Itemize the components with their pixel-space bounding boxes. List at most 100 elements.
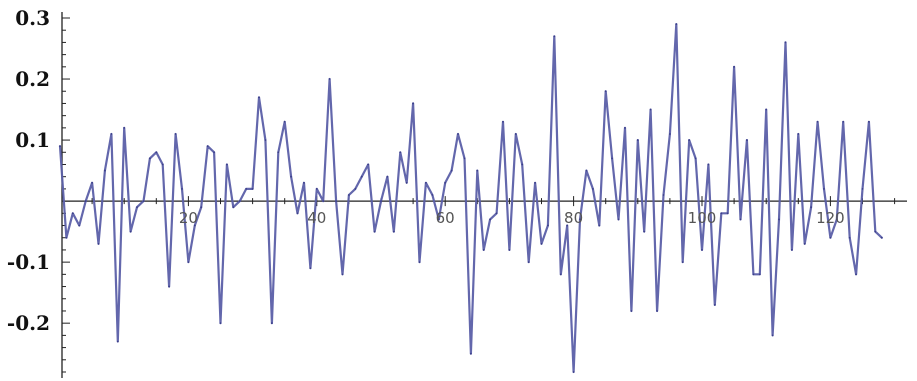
- data-point: [681, 261, 684, 264]
- data-point: [437, 218, 440, 221]
- data-point: [675, 23, 678, 26]
- data-point: [123, 126, 126, 129]
- x-tick-label: 80: [564, 209, 583, 227]
- data-point: [508, 249, 511, 251]
- data-point: [469, 352, 472, 355]
- data-point: [527, 261, 530, 264]
- data-point: [585, 169, 588, 172]
- y-tick-label: 0.1: [15, 128, 50, 152]
- data-point: [579, 218, 581, 221]
- data-point: [187, 261, 190, 264]
- data-point: [168, 285, 171, 288]
- data-point: [270, 322, 273, 325]
- data-point: [277, 151, 280, 154]
- data-point: [495, 212, 498, 215]
- data-point: [598, 224, 601, 227]
- data-point: [778, 218, 780, 221]
- x-tick-label: 40: [307, 209, 326, 227]
- data-point: [129, 230, 132, 233]
- data-point: [200, 206, 203, 209]
- data-point: [283, 120, 286, 123]
- data-point: [392, 230, 395, 233]
- data-point: [534, 181, 536, 184]
- data-point: [148, 157, 151, 160]
- data-point: [591, 187, 594, 190]
- data-point: [790, 249, 793, 251]
- data-point: [142, 200, 145, 203]
- ticks-layer: 0.3 0.2 0.1 -0.1 -0.2 20 40 60 80 100 120: [7, 6, 845, 335]
- data-point: [78, 224, 81, 227]
- data-point: [174, 133, 177, 135]
- data-point: [405, 181, 408, 184]
- data-point: [617, 218, 620, 221]
- data-point: [624, 126, 626, 129]
- data-point: [161, 163, 164, 166]
- data-point: [797, 133, 800, 135]
- data-point: [84, 200, 87, 203]
- data-point: [399, 151, 402, 154]
- data-point: [444, 181, 447, 184]
- data-point: [97, 242, 100, 245]
- data-point: [842, 120, 845, 123]
- data-point: [91, 181, 93, 184]
- data-point: [636, 139, 639, 141]
- data-point: [521, 163, 524, 166]
- data-point: [726, 212, 729, 215]
- data-point: [360, 175, 363, 178]
- data-point: [386, 175, 389, 178]
- data-point: [662, 194, 665, 196]
- data-point: [771, 334, 774, 337]
- data-point: [758, 273, 761, 276]
- data-point: [264, 139, 267, 141]
- data-point: [206, 145, 209, 148]
- data-point: [348, 194, 350, 196]
- data-point: [688, 139, 691, 141]
- data-point: [181, 187, 183, 190]
- x-tick-label: 100: [688, 209, 717, 227]
- data-point: [489, 218, 492, 221]
- data-point: [412, 102, 414, 105]
- data-point: [431, 194, 434, 196]
- data-point: [213, 151, 215, 154]
- data-point: [868, 120, 870, 123]
- data-point: [328, 78, 331, 80]
- data-point: [566, 224, 569, 227]
- data-point: [373, 230, 376, 233]
- data-point: [290, 175, 293, 178]
- y-tick-label: -0.1: [7, 250, 50, 274]
- data-point: [669, 133, 671, 135]
- data-point: [848, 236, 851, 239]
- data-point: [425, 181, 427, 184]
- data-point: [752, 273, 755, 276]
- data-point: [810, 206, 813, 209]
- data-point: [303, 181, 305, 184]
- data-point: [155, 151, 158, 154]
- data-point: [701, 249, 703, 251]
- data-point: [733, 65, 735, 68]
- data-point: [341, 273, 344, 276]
- data-point: [746, 139, 748, 141]
- data-point: [296, 212, 299, 215]
- data-point: [694, 157, 697, 160]
- x-tick-label: 60: [436, 209, 455, 227]
- data-point: [874, 230, 877, 233]
- data-point: [232, 206, 235, 209]
- data-point: [309, 267, 312, 270]
- data-point: [136, 206, 138, 209]
- x-tick-label: 20: [179, 209, 198, 227]
- data-point: [502, 120, 504, 123]
- data-point: [315, 187, 318, 190]
- data-point: [855, 273, 857, 276]
- data-point: [335, 200, 337, 203]
- data-point: [514, 133, 517, 135]
- data-point: [829, 236, 832, 239]
- data-point: [258, 96, 260, 99]
- data-point: [116, 340, 119, 343]
- data-point: [238, 200, 241, 203]
- data-point: [604, 90, 607, 93]
- data-point: [251, 187, 254, 190]
- data-point: [104, 169, 106, 172]
- data-point: [71, 212, 74, 215]
